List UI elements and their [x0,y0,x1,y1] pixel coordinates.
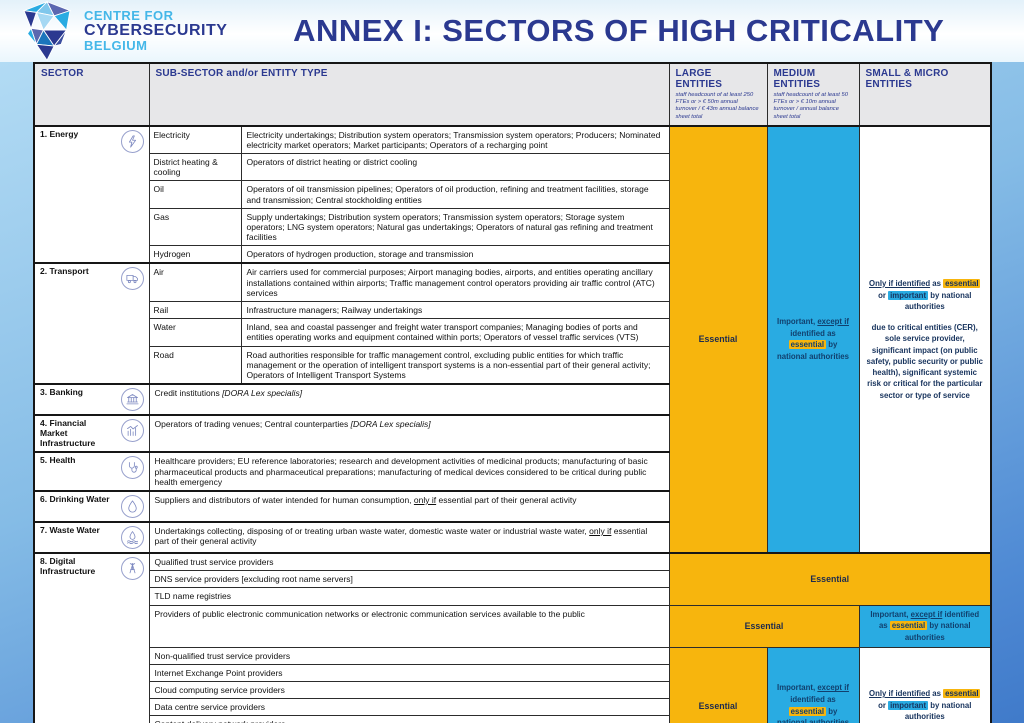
table-row: 5. Health Healthcare providers; EU refer… [33,451,991,492]
entity-type-cell: Operators of trading venues; Central cou… [148,414,670,453]
sector-cell-transport: 2. Transport [33,262,150,385]
column-header-subsector: SUB-SECTOR and/or ENTITY TYPE [148,62,670,127]
entity-type-cell: Undertakings collecting, disposing of or… [148,520,670,554]
table-row: DNS service providers [excluding root na… [34,570,991,589]
criticality-table: SECTOR SUB-SECTOR and/or ENTITY TYPE LAR… [33,62,992,723]
content-area: SECTOR SUB-SECTOR and/or ENTITY TYPE LAR… [0,62,1024,723]
lightning-icon [120,129,144,153]
entity-type-cell: TLD name registries [148,587,670,606]
entity-type-cell: Non-qualified trust service providers [148,646,670,665]
entity-type-cell: Operators of district heating or distric… [240,153,670,182]
subsector-cell: Rail [148,300,242,320]
entity-type-cell: Data centre service providers [148,698,670,717]
entity-type-cell: Credit institutions [DORA Lex specialis] [148,383,670,416]
column-header-small: SMALL & MICRO ENTITIES [858,62,992,127]
table-row: 1. Energy Electricity Electricity undert… [33,124,992,554]
logo-line3: BELGIUM [84,38,148,54]
truck-icon [120,267,144,291]
column-header-medium: MEDIUM ENTITIES staff headcount of at lea… [766,62,860,127]
subsector-cell: District heating & cooling [148,153,242,182]
table-row: Oil Operators of oil transmission pipelin… [34,180,991,209]
subsector-cell: Electricity [148,124,242,155]
small-status-cell: Only if identified as essential or impor… [858,646,992,723]
column-header-sector: SECTOR [33,62,150,127]
entity-type-cell: Internet Exchange Point providers [148,663,670,682]
logo-line1: CENTRE FOR [84,7,174,23]
large-status-cell: Essential [668,646,768,723]
large-status-cell: Essential [668,124,768,554]
entity-type-cell: Cloud computing service providers [148,680,670,700]
subsector-cell: Gas [148,207,242,247]
table-row: 4. Financial Market Infrastructure Opera… [33,414,991,453]
medium-status-cell: Important, except if identified as essen… [766,124,860,554]
sector-cell-banking: 3. Banking [33,383,150,416]
table-row: Providers of public electronic communica… [34,604,992,648]
entity-type-cell: Content delivery network providers [148,715,670,723]
page-header: CENTRE FOR CYBERSECURITY BELGIUM ANNEX I… [0,0,1024,62]
table-row: Water Inland, sea and coastal passenger a… [34,318,991,347]
sector-cell-waste-water: 7. Waste Water [33,520,150,554]
table-row: 8. Digital Infrastructure Qualified trus… [33,551,992,723]
table-row: 2. Transport Air Air carriers used for co… [33,262,991,385]
entity-type-cell: Inland, sea and coastal passenger and fr… [240,318,670,347]
sector-cell-health: 5. Health [33,451,150,492]
table-row: Data centre service providers [34,698,991,717]
entity-type-cell: Suppliers and distributors of water inte… [148,489,670,523]
market-chart-icon [120,419,144,443]
medium-status-cell: Important, except if identified as essen… [766,646,860,723]
entity-type-cell: Electricity undertakings; Distribution s… [240,124,670,155]
sector-cell-financial-market: 4. Financial Market Infrastructure [33,414,150,453]
subsector-cell: Hydrogen [148,245,242,264]
subsector-cell: Water [148,318,242,347]
table-row: 3. Banking Credit institutions [DORA Lex… [33,383,991,416]
table-row: 6. Drinking Water Suppliers and distribu… [33,489,991,523]
table-row: Cloud computing service providers [34,680,991,700]
entity-type-cell: Supply undertakings; Distribution system… [240,207,670,247]
small-status-note: due to critical entities (CER), sole ser… [866,322,983,400]
waste-water-icon [120,525,144,549]
subsector-cell: Oil [148,180,242,209]
table-row: TLD name registries [34,587,991,606]
logo-line2: CYBERSECURITY [84,21,228,39]
bank-icon [120,388,144,412]
entity-type-cell: Infrastructure managers; Railway underta… [240,300,670,320]
column-header-large: LARGE ENTITIES staff headcount of at leas… [668,62,768,127]
large-medium-status-cell: Essential [668,604,860,648]
table-row: Content delivery network providers [34,715,991,723]
shield-logo-icon [22,0,72,62]
page-title: ANNEX I: SECTORS OF HIGH CRITICALITY [293,13,945,48]
small-status-cell: Only if identified as essential or impor… [858,124,992,554]
table-row: Road Road authorities responsible for tra… [34,345,991,385]
table-row: Rail Infrastructure managers; Railway und… [34,300,991,320]
entity-type-cell: Road authorities responsible for traffic… [240,345,670,385]
sector-cell-energy: 1. Energy [33,124,150,264]
water-drop-icon [120,494,144,518]
subsector-cell: Road [148,345,242,385]
all-entities-status-cell: Essential [668,551,992,606]
table-row: Non-qualified trust service providers Es… [34,646,992,723]
sector-cell-digital-infrastructure: 8. Digital Infrastructure [33,551,150,723]
stethoscope-icon [120,456,144,480]
entity-type-cell: Operators of oil transmission pipelines;… [240,180,670,209]
ccb-logo: CENTRE FOR CYBERSECURITY BELGIUM [20,0,227,62]
antenna-icon [120,556,144,580]
entity-type-cell: Air carriers used for commercial purpose… [240,262,670,303]
sector-cell-drinking-water: 6. Drinking Water [33,489,150,523]
subsector-cell: Air [148,262,242,303]
table-row: Internet Exchange Point providers [34,663,991,682]
entity-type-cell: Qualified trust service providers [148,552,670,572]
entity-type-cell: Operators of hydrogen production, storag… [240,245,670,264]
entity-type-cell: Providers of public electronic communica… [148,604,670,648]
entity-type-cell: DNS service providers [excluding root na… [148,570,670,589]
small-status-cell: Important, except if identified as essen… [858,604,992,648]
table-row: Gas Supply undertakings; Distribution sys… [34,207,991,247]
entity-type-cell: Healthcare providers; EU reference labor… [148,451,670,492]
